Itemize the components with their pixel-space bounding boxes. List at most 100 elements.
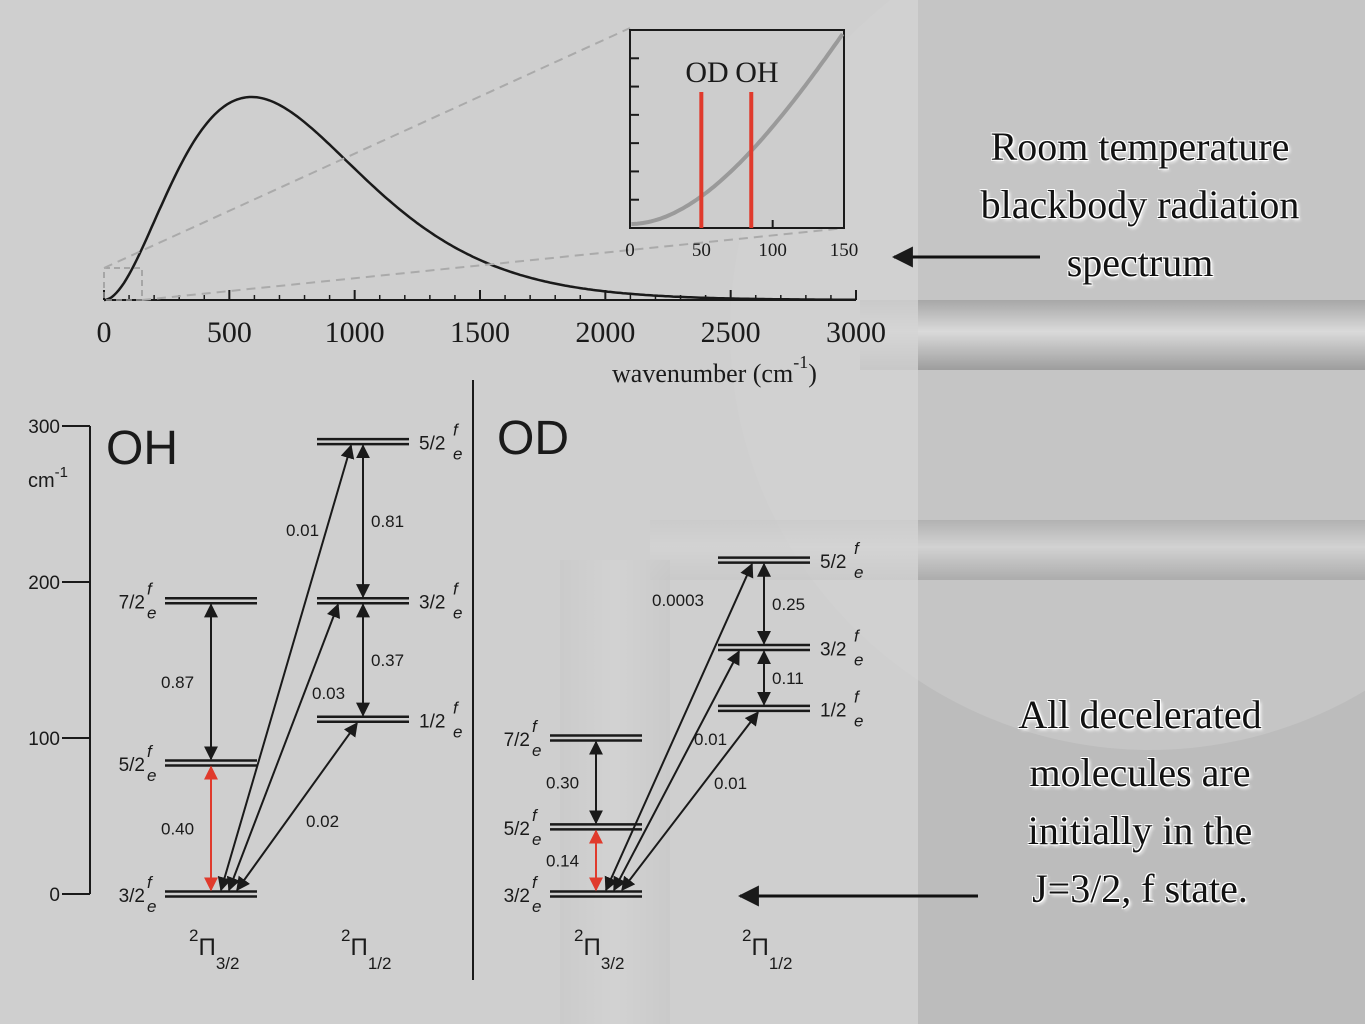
zoom-box bbox=[103, 267, 143, 301]
parity-f: f bbox=[453, 698, 460, 717]
transition-rate: 0.87 bbox=[161, 673, 194, 692]
transition-rate: 0.02 bbox=[306, 812, 339, 831]
parity-f: f bbox=[532, 873, 539, 892]
transition-arrow bbox=[621, 711, 759, 892]
annotation-line: molecules are bbox=[1029, 750, 1251, 795]
blackbody-plot: 0 500 1000 1500 2000 2500 3000 wavenumber (cm-… bbox=[97, 27, 886, 388]
energy-tick-label: 200 bbox=[28, 573, 60, 594]
annotation-initial-state: All decelerated molecules are initially … bbox=[990, 686, 1290, 918]
transition-rate: 0.37 bbox=[371, 651, 404, 670]
parity-e: e bbox=[453, 604, 462, 623]
parity-f: f bbox=[854, 687, 861, 706]
level-label: 3/2 bbox=[504, 886, 530, 907]
parity-f: f bbox=[532, 717, 539, 736]
oh-title: OH bbox=[106, 422, 178, 475]
annotation-line: All decelerated bbox=[1018, 692, 1262, 737]
annotation-blackbody: Room temperature blackbody radiation spe… bbox=[940, 118, 1340, 292]
x-ticks: 0 500 1000 1500 2000 2500 3000 bbox=[97, 290, 886, 349]
term-symbol: 2Π3/2 bbox=[574, 926, 624, 973]
inset-x-tick-label: 100 bbox=[758, 240, 787, 261]
inset-blackbody-curve bbox=[631, 32, 845, 226]
parity-e: e bbox=[532, 830, 541, 849]
inset-x-tick-label: 150 bbox=[830, 240, 859, 261]
zoom-line-bottom bbox=[141, 227, 846, 301]
x-tick-label: 0 bbox=[97, 316, 112, 349]
transition-rate: 0.40 bbox=[161, 819, 194, 838]
inset-marker-label: OH bbox=[735, 56, 778, 89]
parity-e: e bbox=[453, 722, 462, 741]
parity-e: e bbox=[147, 766, 156, 785]
level-label: 5/2 bbox=[504, 819, 530, 840]
inset-marker-label: OD bbox=[685, 56, 728, 89]
x-tick-label: 2500 bbox=[701, 316, 761, 349]
parity-f: f bbox=[147, 580, 154, 599]
x-tick-label: 2000 bbox=[575, 316, 635, 349]
energy-tick-label: 300 bbox=[28, 417, 60, 438]
parity-f: f bbox=[854, 627, 861, 646]
parity-e: e bbox=[854, 563, 863, 582]
transition-rate: 0.03 bbox=[312, 684, 345, 703]
x-axis-label: wavenumber (cm-1) bbox=[612, 352, 817, 388]
x-tick-label: 1000 bbox=[325, 316, 385, 349]
zoom-line-top bbox=[103, 27, 631, 269]
oh-diagram: 3/2fe5/2fe7/2fe1/2fe3/2fe5/2fe0.870.400.… bbox=[119, 421, 463, 973]
annotation-line: initially in the bbox=[1027, 808, 1253, 853]
parity-e: e bbox=[532, 897, 541, 916]
parity-e: e bbox=[453, 445, 462, 464]
x-tick-label: 1500 bbox=[450, 316, 510, 349]
level-label: 5/2 bbox=[820, 552, 846, 573]
level-label: 3/2 bbox=[820, 640, 846, 661]
annotation-line: J=3/2, f state. bbox=[1032, 866, 1248, 911]
energy-tick-label: 0 bbox=[49, 885, 60, 906]
annotation-line: spectrum bbox=[1066, 240, 1214, 285]
inset-plot: 0 50 100 150 OD OH bbox=[625, 29, 859, 261]
transition-rate: 0.01 bbox=[286, 521, 319, 540]
transition-arrow bbox=[226, 603, 341, 892]
parity-e: e bbox=[854, 651, 863, 670]
level-label: 7/2 bbox=[504, 730, 530, 751]
energy-axis: 300 200 100 0 cm-1 bbox=[28, 417, 91, 906]
transition-arrow bbox=[236, 722, 358, 892]
level-label: 7/2 bbox=[119, 593, 145, 614]
level-label: 5/2 bbox=[419, 434, 445, 455]
transition-rate: 0.01 bbox=[694, 730, 727, 749]
transition-rate: 0.14 bbox=[546, 851, 579, 870]
transition-rate: 0.25 bbox=[772, 595, 805, 614]
transition-rate: 0.81 bbox=[371, 512, 404, 531]
transition-rate: 0.11 bbox=[772, 669, 804, 688]
term-symbol: 2Π1/2 bbox=[742, 926, 792, 973]
term-symbol: 2Π1/2 bbox=[341, 926, 391, 973]
parity-f: f bbox=[453, 580, 460, 599]
level-label: 1/2 bbox=[820, 700, 846, 721]
transition-rate: 0.30 bbox=[546, 773, 579, 792]
level-label: 1/2 bbox=[419, 711, 445, 732]
transition-rate: 0.01 bbox=[714, 774, 747, 793]
x-tick-label: 3000 bbox=[826, 316, 886, 349]
transition-arrow bbox=[613, 650, 740, 892]
level-label: 3/2 bbox=[419, 593, 445, 614]
annotation-line: blackbody radiation bbox=[980, 182, 1300, 227]
od-diagram: 3/2fe5/2fe7/2fe1/2fe3/2fe5/2fe0.300.140.… bbox=[504, 539, 864, 973]
x-tick-label: 500 bbox=[207, 316, 252, 349]
parity-f: f bbox=[854, 539, 861, 558]
parity-e: e bbox=[854, 711, 863, 730]
inset-ticks: 0 50 100 150 bbox=[625, 57, 859, 261]
energy-ticks: 300 200 100 0 bbox=[28, 417, 90, 906]
energy-tick-label: 100 bbox=[28, 729, 60, 750]
transition-rate: 0.0003 bbox=[652, 591, 704, 610]
blackbody-curve bbox=[103, 95, 856, 302]
parity-e: e bbox=[147, 604, 156, 623]
energy-unit: cm-1 bbox=[28, 464, 68, 492]
inset-x-tick-label: 50 bbox=[692, 240, 711, 261]
level-label: 3/2 bbox=[119, 886, 145, 907]
transition-arrow bbox=[604, 562, 754, 892]
inset-markers: OD OH bbox=[685, 56, 779, 228]
inset-frame bbox=[629, 29, 845, 229]
parity-f: f bbox=[147, 742, 154, 761]
parity-e: e bbox=[147, 897, 156, 916]
term-symbol: 2Π3/2 bbox=[189, 926, 239, 973]
inset-x-tick-label: 0 bbox=[625, 240, 635, 261]
od-title: OD bbox=[497, 412, 569, 465]
parity-e: e bbox=[532, 741, 541, 760]
